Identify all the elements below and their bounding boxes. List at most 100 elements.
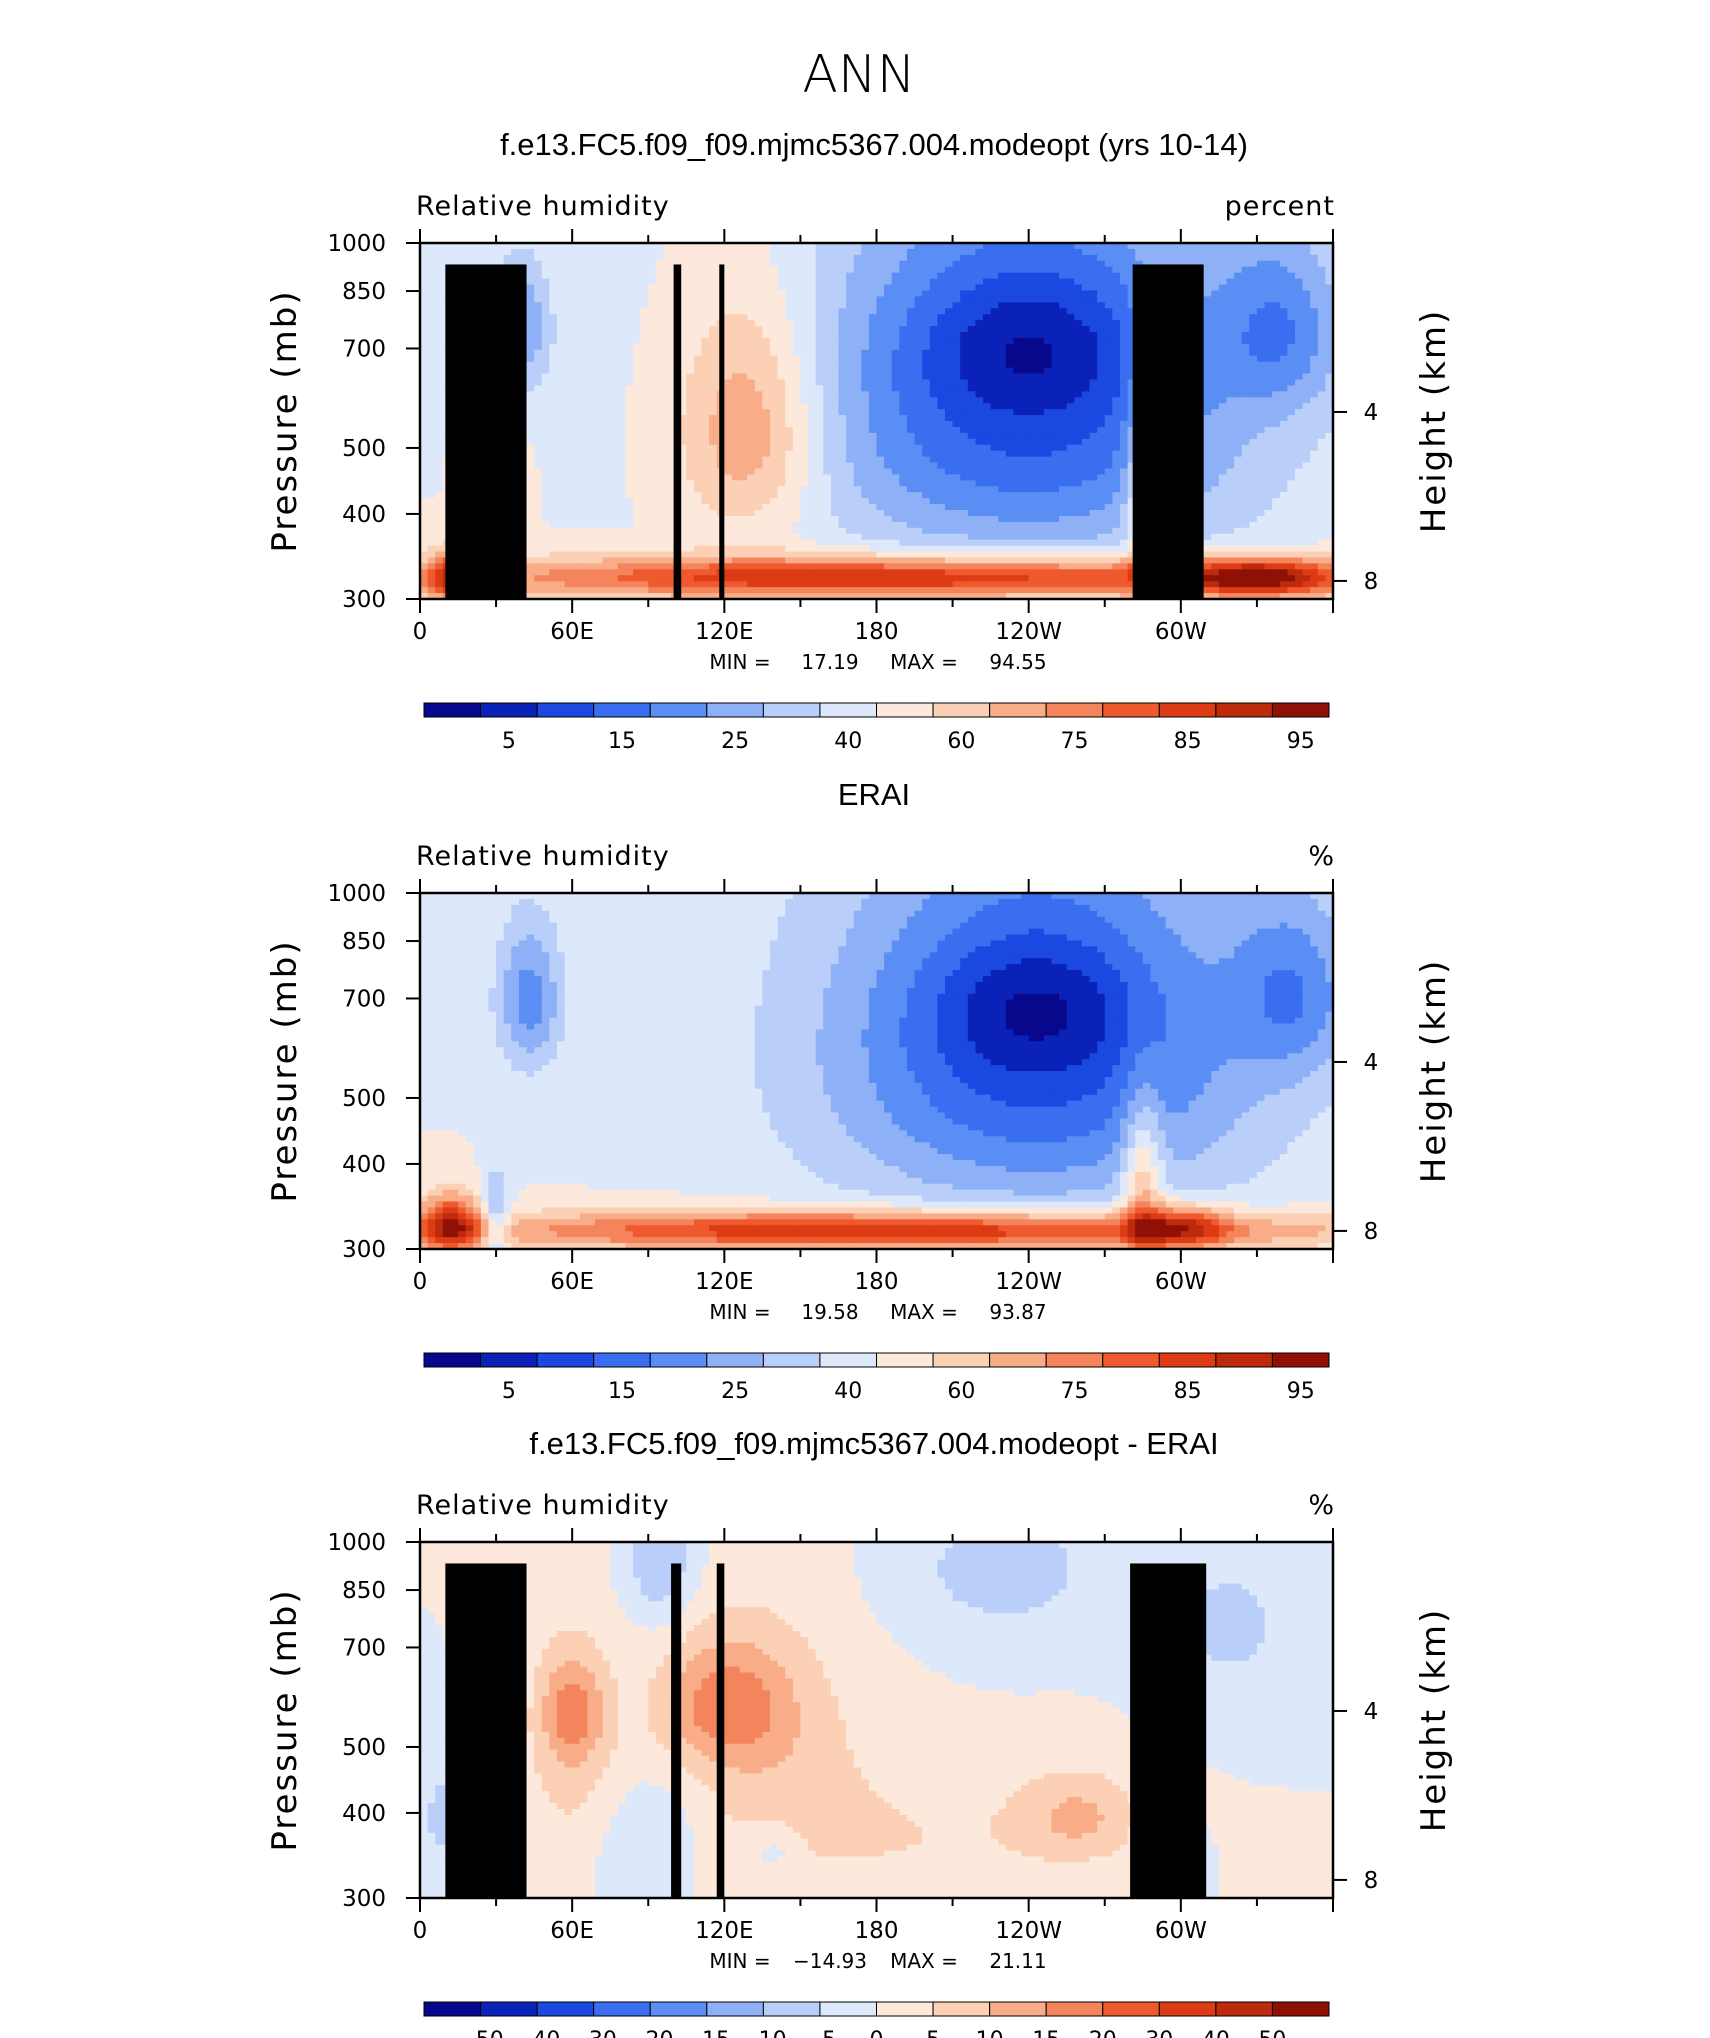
field-cell — [587, 474, 596, 481]
field-cell — [655, 438, 665, 446]
field-cell — [435, 432, 444, 440]
field-cell — [1043, 385, 1053, 392]
field-cell — [960, 314, 969, 321]
field-cell — [1294, 355, 1304, 363]
field-cell — [899, 373, 908, 381]
field-cell — [914, 480, 923, 487]
field-cell — [1226, 308, 1235, 315]
field-cell — [1249, 248, 1258, 256]
field-cell — [633, 397, 642, 404]
field-cell — [1028, 326, 1037, 333]
field-cell — [998, 278, 1007, 286]
field-cell — [1089, 243, 1098, 250]
field-cell — [1013, 308, 1022, 315]
field-cell — [762, 314, 771, 321]
field-cell — [420, 421, 429, 428]
field-cell — [792, 284, 802, 292]
field-cell — [785, 320, 794, 327]
field-cell — [731, 248, 741, 256]
field-cell — [1066, 248, 1075, 256]
field-cell — [1279, 302, 1288, 309]
field-cell — [435, 391, 444, 398]
field-cell — [709, 391, 718, 398]
field-cell — [830, 337, 840, 345]
field-cell — [1317, 421, 1326, 428]
field-cell — [648, 266, 657, 274]
field-cell — [633, 308, 642, 315]
field-cell — [967, 385, 977, 392]
field-cell — [952, 403, 961, 410]
field-cell — [1119, 397, 1129, 404]
field-cell — [526, 326, 535, 333]
field-cell — [861, 349, 870, 357]
field-cell — [838, 326, 847, 333]
field-cell — [967, 290, 977, 297]
field-cell — [1241, 284, 1250, 292]
field-cell — [823, 456, 832, 464]
field-cell — [1059, 332, 1068, 339]
field-cell — [1021, 284, 1030, 292]
field-cell — [655, 355, 665, 363]
field-cell — [617, 486, 627, 493]
field-cell — [1112, 266, 1121, 274]
field-cell — [960, 373, 969, 381]
field-cell — [1043, 397, 1053, 404]
field-cell — [701, 349, 710, 357]
field-cell — [724, 409, 733, 416]
field-cell — [1066, 379, 1075, 386]
field-cell — [602, 486, 611, 493]
field-cell — [564, 260, 573, 268]
field-cell — [853, 284, 862, 292]
field-cell — [693, 409, 703, 416]
field-cell — [777, 421, 786, 428]
field-cell — [693, 403, 703, 410]
field-cell — [610, 314, 619, 321]
field-cell — [564, 480, 573, 487]
field-cell — [1059, 426, 1068, 434]
field-cell — [823, 314, 832, 321]
field-cell — [655, 296, 665, 303]
field-cell — [709, 468, 718, 475]
field-cell — [678, 462, 687, 470]
field-cell — [427, 320, 436, 327]
field-cell — [998, 243, 1007, 250]
field-cell — [914, 385, 923, 392]
field-cell — [1287, 272, 1296, 280]
field-cell — [1310, 266, 1319, 274]
field-cell — [1325, 284, 1333, 292]
field-cell — [922, 403, 931, 410]
field-cell — [769, 421, 779, 428]
field-cell — [754, 260, 763, 268]
field-cell — [998, 474, 1007, 481]
field-cell — [906, 426, 916, 434]
field-cell — [1294, 444, 1304, 452]
field-cell — [701, 361, 710, 369]
field-cell — [480, 248, 490, 256]
field-cell — [1234, 415, 1243, 422]
field-cell — [1279, 361, 1288, 369]
field-cell — [952, 426, 961, 434]
field-cell — [1036, 260, 1045, 268]
field-cell — [1081, 438, 1091, 446]
field-cell — [944, 284, 954, 292]
field-cell — [625, 349, 634, 357]
field-cell — [1264, 480, 1273, 487]
field-cell — [1074, 450, 1083, 458]
field-cell — [929, 456, 938, 464]
field-cell — [944, 302, 954, 309]
field-cell — [785, 302, 794, 309]
field-cell — [884, 409, 893, 416]
field-cell — [876, 391, 885, 398]
field-cell — [876, 243, 885, 250]
field-cell — [929, 284, 938, 292]
field-cell — [541, 415, 550, 422]
field-cell — [1104, 266, 1113, 274]
field-cell — [1089, 266, 1098, 274]
field-cell — [983, 284, 992, 292]
field-cell — [967, 468, 977, 475]
field-cell — [861, 361, 870, 369]
field-cell — [655, 486, 665, 493]
field-cell — [1234, 397, 1243, 404]
field-cell — [922, 385, 931, 392]
field-cell — [587, 456, 596, 464]
